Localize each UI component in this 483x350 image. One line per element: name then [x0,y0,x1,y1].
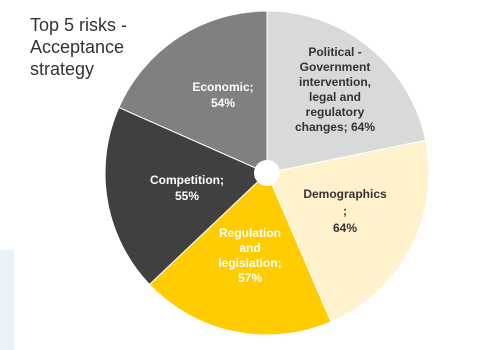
pie-slice-5 [118,10,268,174]
slice-label-3: Regulation and legislation; 57% [218,226,281,285]
pie-slice-3 [148,172,332,336]
center-hole [254,160,280,186]
slice-label-4: Competition; 55% [150,173,224,203]
slice-label-1: Political -Government intervention, legal … [295,45,375,134]
pie-slice-4 [104,106,268,286]
pie-slice-2 [266,139,430,323]
slice-label-2: Demographics; 64% [303,187,387,235]
pie-slice-1 [266,10,427,174]
slice-label-5: Economic; 54% [192,80,253,110]
left-edge-tint [0,250,14,350]
chart-title: Top 5 risks - Acceptance strategy [30,15,128,79]
